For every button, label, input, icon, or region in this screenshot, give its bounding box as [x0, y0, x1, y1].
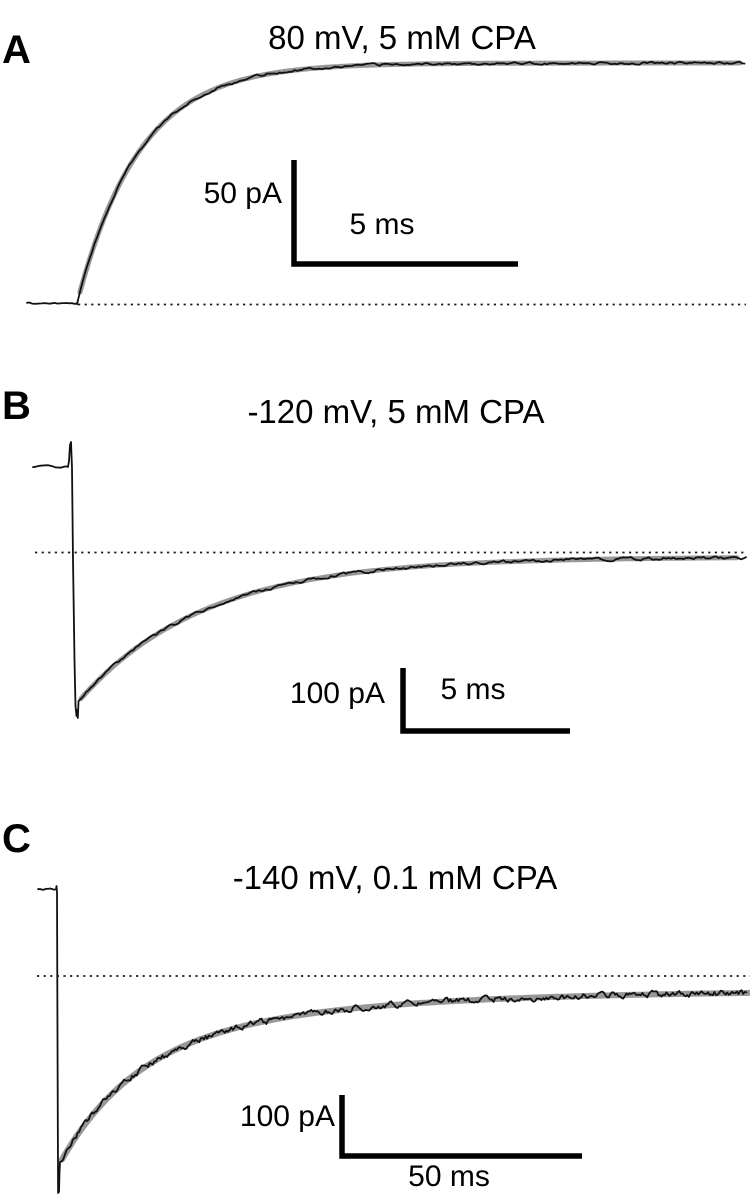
panel-b-label: B — [2, 384, 31, 428]
panel-b-horizontal-scale-label: 5 ms — [440, 673, 506, 706]
panel-b-exponential-fit-line — [78, 555, 740, 702]
panel-a-title: 80 mV, 5 mM CPA — [268, 19, 536, 56]
panel-b-scalebar — [400, 668, 570, 734]
panel-c-label: C — [2, 817, 31, 861]
panel-c-scalebar — [339, 1095, 582, 1159]
panel-c-exponential-fit-line — [59, 989, 750, 1163]
panel-a-vertical-scale-label: 50 pA — [203, 177, 282, 210]
panel-a-exponential-fit-line — [77, 60, 743, 295]
panel-c-vertical-scale-label: 100 pA — [239, 1100, 335, 1133]
panel-b-title: -120 mV, 5 mM CPA — [247, 393, 545, 430]
panel-a-scalebar — [291, 160, 518, 267]
panel-c-horizontal-scale-label: 50 ms — [408, 1160, 490, 1193]
panel-b-vertical-scale-label: 100 pA — [289, 677, 385, 710]
panel-c-title: -140 mV, 0.1 mM CPA — [232, 859, 558, 896]
panel-c-current-trace — [37, 885, 748, 1194]
panel-a-current-trace — [26, 60, 746, 306]
panel-b-current-trace — [32, 441, 747, 719]
panel-a-label: A — [2, 28, 31, 72]
panel-a-horizontal-scale-label: 5 ms — [349, 208, 415, 241]
